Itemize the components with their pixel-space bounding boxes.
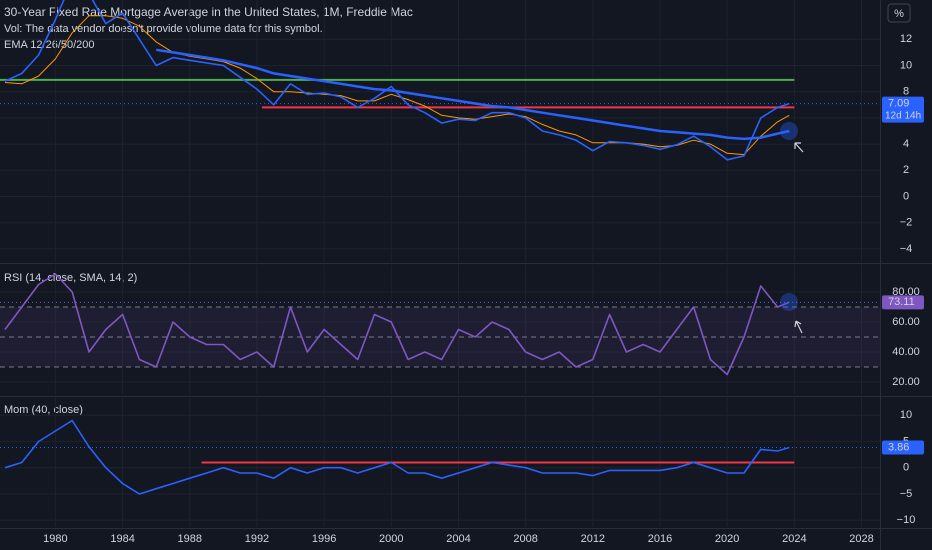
x-tick-label: 2004 [446,533,470,545]
series-line [4,0,790,161]
y-tick-label: −4 [900,243,913,255]
y-tick-label: 10 [900,59,912,71]
ema-legend: EMA 12/26/50/200 [4,39,95,51]
countdown-label: 12d 14h [885,110,921,121]
arrow [794,142,804,153]
y-tick-label: 8 [903,86,909,98]
last-value-label: 7.09 [888,98,909,110]
x-tick-label: 1980 [43,533,67,545]
y-tick-label: −5 [900,488,913,500]
unit-box[interactable] [887,3,911,23]
y-tick-label: 0 [903,462,909,474]
last-value-label: 73.11 [888,296,915,308]
y-tick-label: 60.00 [892,316,920,328]
series-line [4,15,790,156]
y-tick-label: 4 [903,138,909,150]
highlight-circle [780,293,798,311]
x-tick-label: 1988 [178,533,202,545]
unit: % [894,8,904,20]
y-tick-label: 2 [903,164,909,176]
x-tick-label: 1984 [110,533,134,545]
y-tick-label: 40.00 [892,346,920,358]
y-tick-label: 0 [903,190,909,202]
y-tick-label: 20.00 [892,376,920,388]
mom-legend: Mom (40, close) [4,404,83,416]
y-tick-label: −10 [897,514,916,526]
y-tick-label: 12 [900,33,912,45]
chart-title: 30-Year Fixed Rate Mortgage Average in t… [4,5,413,19]
series-line [4,419,790,495]
last-value-label: 3.86 [888,441,909,453]
x-tick-label: 2012 [581,533,605,545]
y-tick-label: 80.00 [892,286,920,298]
series-line [156,48,790,141]
y-tick-label: 10 [900,409,912,421]
highlight-circle [780,122,798,140]
x-tick-label: 2028 [849,533,873,545]
volume-note: Vol: The data vendor doesn't provide vol… [4,23,323,35]
x-tick-label: 2000 [379,533,403,545]
rsi-legend: RSI (14, close, SMA, 14, 2) [4,272,137,284]
x-tick-label: 2008 [513,533,537,545]
last-value-box [882,295,924,310]
x-tick-label: 2020 [715,533,739,545]
x-tick-label: 2024 [782,533,806,545]
arrow [794,320,803,334]
last-value-box [882,440,924,455]
x-tick-label: 1996 [312,533,336,545]
x-tick-label: 2016 [648,533,672,545]
y-tick-label: −2 [900,217,913,229]
x-tick-label: 1992 [245,533,269,545]
last-value-box [882,96,924,123]
series-line [4,273,790,376]
